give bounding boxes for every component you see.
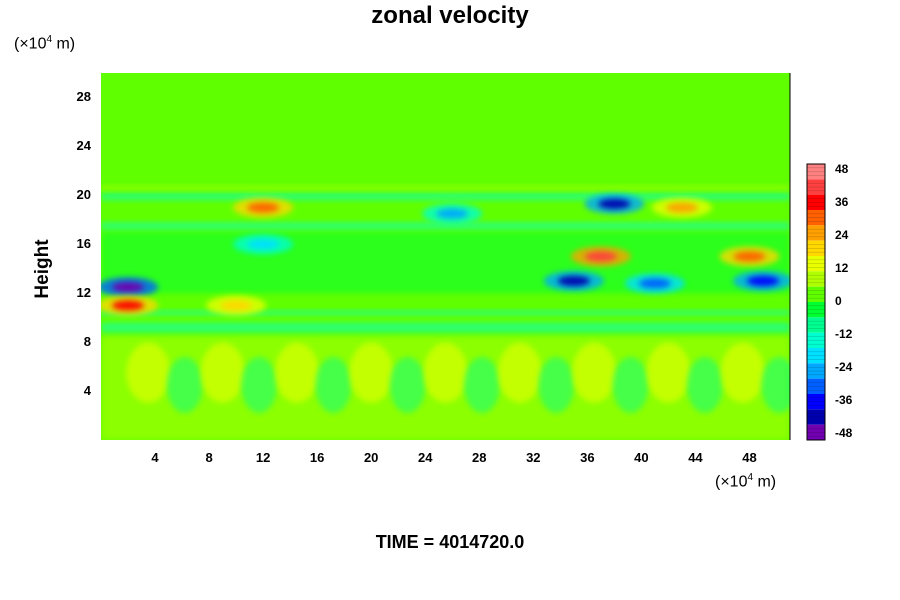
colorbar-swatch [807,332,825,348]
x-axis-unit: (×104 m) [715,472,776,491]
x-tick-label: 40 [634,450,649,465]
heatmap-field [101,73,790,440]
x-unit-prefix: (×10 [715,473,748,491]
colorbar-swatch [807,302,825,318]
colorbar-tick-label: -12 [835,327,853,342]
colorbar-swatch [807,271,825,287]
colorbar-tick-label: 24 [835,227,849,242]
colorbar-swatch [807,348,825,364]
colorbar-swatch [807,424,825,440]
heatmap-feature [112,300,145,311]
heatmap-cell [349,342,394,403]
heatmap-cell [126,342,171,403]
y-tick-label: 4 [83,383,91,399]
heatmap-cell [200,342,245,403]
heatmap-cell [463,356,500,413]
heatmap-band [101,310,790,316]
x-tick-label: 28 [472,450,487,465]
heatmap-cell [646,342,691,403]
heatmap-feature [733,251,766,262]
heatmap-feature [557,275,590,286]
colorbar-swatch [807,409,825,425]
y-unit-exponent: 4 [46,34,53,45]
heatmap-feature [598,198,631,209]
heatmap-cell [686,356,723,413]
colorbar-tick-label: 0 [835,294,842,308]
y-tick-label: 16 [76,236,91,252]
heatmap-cell [423,342,468,403]
colorbar-swatch [807,240,825,256]
x-tick-label: 24 [418,450,433,465]
heatmap-cell [720,342,765,403]
colorbar-swatch [807,394,825,410]
x-tick-label: 32 [526,450,541,465]
x-tick-label: 48 [742,450,757,465]
heatmap-feature [112,282,145,293]
heatmap-feature [638,278,671,289]
y-axis-unit: (×104 m) [14,34,75,53]
y-unit-prefix: (×10 [14,35,47,53]
heatmap-feature [436,208,469,219]
heatmap-band [101,192,790,201]
y-tick-label: 20 [76,187,91,203]
colorbar-tick-label: 48 [835,161,849,176]
heatmap-feature [220,300,253,311]
heatmap-cell [612,356,649,413]
colorbar-swatch [807,286,825,302]
colorbar-swatch [807,225,825,241]
colorbar-tick-label: 12 [835,260,849,275]
heatmap-feature [584,251,617,262]
x-tick-label: 44 [688,450,703,465]
x-unit-exponent: 4 [747,472,754,483]
heatmap-cell [241,356,278,413]
colorbar-swatch [807,363,825,379]
heatmap-band [101,232,790,294]
heatmap-feature [746,275,779,286]
colorbar-swatch [807,317,825,333]
heatmap-feature [247,239,280,250]
colorbar-tick-label: -24 [835,360,853,375]
heatmap-cell [497,342,542,403]
heatmap-feature [247,202,280,213]
x-tick-label: 16 [309,450,325,465]
x-unit-suffix: m) [753,473,777,491]
heatmap-band [101,322,790,333]
heatmap-cell [389,356,426,413]
x-tick-label: 4 [151,450,159,465]
y-tick-label: 12 [76,285,91,301]
heatmap-band [101,222,790,230]
colorbar-tick-label: -36 [835,393,853,408]
colorbar-swatch [807,179,825,195]
heatmap-cell [538,356,575,413]
heatmap-cell [572,342,617,403]
x-tick-label: 36 [580,450,595,465]
chart-title: zonal velocity [371,2,529,29]
heatmap-cell [315,356,352,413]
x-tick-label: 8 [205,450,213,465]
colorbar-swatch [807,256,825,272]
x-tick-label: 12 [255,450,271,465]
y-tick-label: 24 [76,138,91,154]
colorbar-tick-label: 36 [835,194,849,209]
colorbar-swatch [807,194,825,210]
y-tick-label: 8 [83,334,91,350]
y-unit-suffix: m) [52,35,76,53]
x-tick-label: 20 [363,450,379,465]
heatmap-cell [274,342,319,403]
y-tick-label: 28 [76,89,91,105]
heatmap-cell [761,356,790,413]
heatmap-band [101,185,790,191]
time-label: TIME = 4014720.0 [375,532,525,552]
heatmap-feature [665,202,698,213]
colorbar-swatch [807,210,825,226]
colorbar-tick-label: -48 [835,426,853,441]
colorbar-swatch [807,164,825,180]
heatmap-cell [166,356,203,413]
colorbar-swatch [807,378,825,394]
colorbar-border [806,163,826,441]
